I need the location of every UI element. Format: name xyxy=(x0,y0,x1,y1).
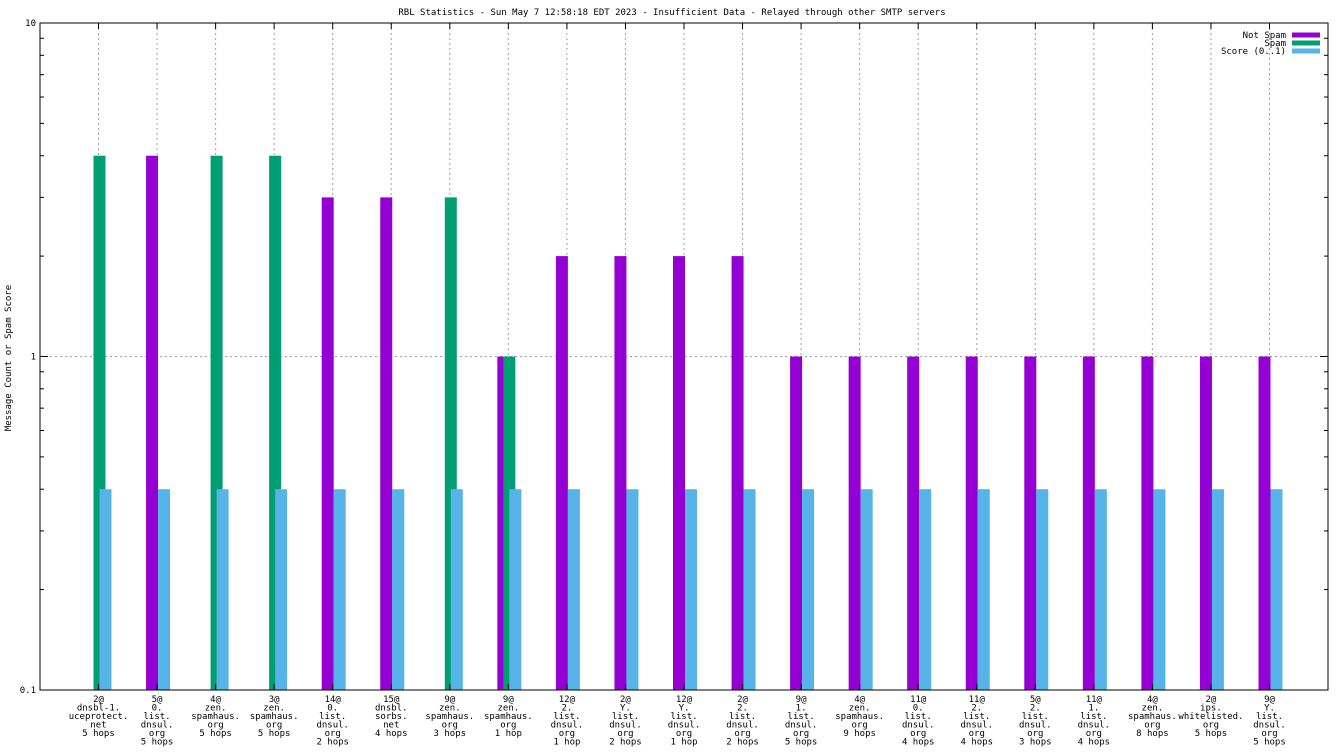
bar-not-spam xyxy=(1199,356,1212,690)
legend-label: Not Spam xyxy=(1243,31,1286,41)
bar-score-0-1 xyxy=(567,489,580,690)
x-tick-label: 4@ zen. spamhaus. org 5 hops xyxy=(191,695,240,739)
bar-not-spam xyxy=(790,356,803,690)
bar-score-0-1 xyxy=(333,489,346,690)
chart-title: RBL Statistics - Sun May 7 12:58:18 EDT … xyxy=(398,8,945,18)
bar-score-0-1 xyxy=(860,489,873,690)
x-tick-label: 4@ zen. spamhaus. org 8 hops xyxy=(1128,695,1177,739)
x-tick-label: 12@ Y. list. dnsul. org 1 hop xyxy=(668,695,701,748)
bar-score-0-1 xyxy=(919,489,932,690)
bar-score-0-1 xyxy=(158,489,171,690)
bar-score-0-1 xyxy=(216,489,229,690)
bar-not-spam xyxy=(1258,356,1271,690)
bar-score-0-1 xyxy=(450,489,463,690)
bar-not-spam xyxy=(321,197,334,690)
bar-score-0-1 xyxy=(509,489,522,690)
bar-not-spam xyxy=(673,256,685,690)
bar-not-spam xyxy=(965,356,978,690)
bar-not-spam xyxy=(1024,356,1037,690)
bar-spam xyxy=(503,356,516,690)
bar-score-0-1 xyxy=(275,489,288,690)
x-tick-label: 2@ 2. list. dnsul. org 2 hops xyxy=(726,695,759,748)
bar-score-0-1 xyxy=(743,489,756,690)
legend-label: Spam xyxy=(1264,39,1286,49)
x-tick-label: 2@ dnsbl-1. uceprotect. net 5 hops xyxy=(69,695,129,739)
tick-labels: 0.1 1 10 2@ dnsbl-1. uceprotect. net 5 hops 5@ 0.… xyxy=(20,19,1286,748)
bar-not-spam xyxy=(1141,356,1154,690)
bar-score-0-1 xyxy=(626,489,639,690)
x-tick-label: 12@ 2. list. dnsul. org 1 hop xyxy=(551,695,584,748)
x-tick-label: 15@ dnsbl. sorbs. net 4 hops xyxy=(375,695,408,739)
bar-not-spam xyxy=(907,356,920,690)
x-tick-label: 14@ 0. list. dnsul. org 2 hops xyxy=(316,695,349,748)
bars xyxy=(93,155,1283,690)
x-tick-label: 9@ zen. spamhaus. org 1 hop xyxy=(484,695,533,739)
bar-score-0-1 xyxy=(1036,489,1049,690)
x-tick-label: 3@ zen. spamhaus. org 5 hops xyxy=(250,695,299,739)
x-tick-label: 11@ 2. list. dnsul. org 4 hops xyxy=(960,695,993,748)
bar-not-spam xyxy=(1082,356,1095,690)
legend-swatch xyxy=(1292,40,1320,46)
bar-not-spam xyxy=(614,256,627,690)
bar-score-0-1 xyxy=(802,489,815,690)
legend-swatch xyxy=(1292,48,1320,54)
y-tick-label: 0.1 xyxy=(20,686,36,696)
x-tick-label: 2@ Y. list. dnsul. org 2 hops xyxy=(609,695,642,748)
bar-score-0-1 xyxy=(685,489,697,690)
bar-not-spam xyxy=(146,155,159,690)
bar-score-0-1 xyxy=(1211,489,1224,690)
bar-not-spam xyxy=(555,256,568,690)
x-tick-label: 5@ 2. list. dnsul. org 3 hops xyxy=(1019,695,1052,748)
x-tick-label: 9@ zen. spamhaus. org 3 hops xyxy=(425,695,474,739)
y-tick-label: 10 xyxy=(25,19,36,29)
bar-not-spam xyxy=(380,197,393,690)
bar-score-0-1 xyxy=(99,489,112,690)
bar-score-0-1 xyxy=(1270,489,1283,690)
x-tick-label: 4@ zen. spamhaus. org 9 hops xyxy=(835,695,884,739)
y-axis-label: Message Count or Spam Score xyxy=(4,285,14,431)
axes xyxy=(39,22,1329,691)
bar-score-0-1 xyxy=(977,489,990,690)
legend-swatch xyxy=(1292,32,1320,38)
x-tick-label: 11@ 0. list. dnsul. org 4 hops xyxy=(902,695,935,748)
x-tick-label: 11@ 1. list. dnsul. org 4 hops xyxy=(1078,695,1111,748)
bar-score-0-1 xyxy=(392,489,405,690)
bar-not-spam xyxy=(731,256,744,690)
x-tick-label: 9@ 1. list. dnsul. org 5 hops xyxy=(785,695,818,748)
legend-label: Score (0..1) xyxy=(1221,47,1286,57)
bar-not-spam xyxy=(848,356,861,690)
y-tick-label: 1 xyxy=(31,353,36,363)
x-tick-label: 9@ Y. list. dnsul. org 5 hops xyxy=(1253,695,1286,748)
bar-score-0-1 xyxy=(1153,489,1166,690)
bar-score-0-1 xyxy=(1094,489,1107,690)
x-tick-label: 2@ ips. whitelisted. org 5 hops xyxy=(1178,695,1243,739)
x-tick-label: 5@ 0. list. dnsul. org 5 hops xyxy=(141,695,174,748)
